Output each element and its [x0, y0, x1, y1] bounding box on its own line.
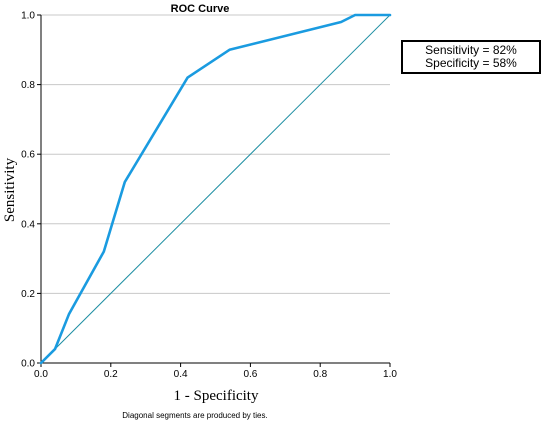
x-tick-label-2: 0.4	[174, 369, 188, 380]
y-tick-label-1: 0.2	[21, 289, 35, 300]
chart-title: ROC Curve	[171, 3, 230, 15]
gridlines	[41, 14, 390, 294]
chart-footnote: Diagonal segments are produced by ties.	[122, 411, 267, 420]
annotation-box: Sensitivity = 82% Specificity = 58%	[401, 40, 541, 74]
x-tick-label-1: 0.2	[104, 369, 118, 380]
tick-labels: 0.0 0.2 0.4 0.6 0.8 1.0 0.0 0.2 0.4 0.6 0.8 1.0	[21, 11, 397, 381]
series	[39, 13, 392, 365]
y-tick-label-5: 1.0	[21, 11, 35, 22]
x-tick-label-4: 0.8	[313, 369, 327, 380]
roc-curve-line	[39, 13, 392, 365]
sensitivity-annotation: Sensitivity = 82%	[425, 43, 517, 57]
y-tick-label-0: 0.0	[21, 359, 35, 370]
y-tick-label-3: 0.6	[21, 150, 35, 161]
x-axis-label: 1 - Specificity	[174, 388, 259, 404]
y-axis-label: Sensitivity	[2, 157, 18, 222]
y-tick-label-2: 0.4	[21, 219, 35, 230]
y-tick-label-4: 0.8	[21, 80, 35, 91]
reference-line-line	[40, 14, 391, 364]
specificity-annotation: Specificity = 58%	[425, 56, 517, 70]
x-tick-label-3: 0.6	[243, 369, 257, 380]
x-tick-label-5: 1.0	[383, 369, 397, 380]
x-tick-label-0: 0.0	[34, 369, 48, 380]
